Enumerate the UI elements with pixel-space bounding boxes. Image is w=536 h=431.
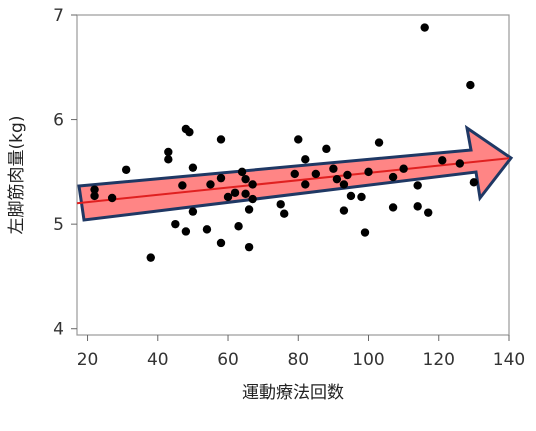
data-point [455, 159, 465, 168]
data-point [248, 194, 257, 204]
data-point [294, 135, 303, 144]
data-point [339, 180, 349, 189]
data-point [216, 135, 226, 144]
data-point [237, 167, 247, 177]
x-axis-title: 運動療法回数 [242, 383, 344, 403]
data-point [343, 170, 352, 180]
data-point [420, 23, 429, 32]
x-tick-label: 100 [352, 350, 384, 370]
data-point [90, 191, 99, 201]
y-tick-label: 6 [53, 111, 64, 131]
data-point [332, 174, 342, 184]
data-point [164, 155, 173, 164]
data-point [206, 180, 215, 189]
data-point [388, 172, 398, 182]
data-point [216, 238, 226, 248]
y-tick-label: 5 [53, 215, 64, 235]
data-point [438, 156, 447, 165]
data-point [234, 222, 243, 231]
data-point [413, 202, 422, 211]
points-layer [90, 23, 479, 262]
data-point [424, 208, 433, 217]
data-point [185, 127, 194, 137]
data-point [346, 191, 356, 201]
data-point [178, 181, 187, 190]
data-point [466, 80, 475, 90]
data-point [301, 155, 310, 164]
data-point [248, 180, 257, 189]
data-point [241, 174, 250, 184]
data-point [311, 169, 321, 179]
data-point [364, 167, 373, 177]
data-point [188, 163, 198, 172]
data-point [290, 169, 299, 179]
data-point [329, 164, 338, 173]
data-point [244, 242, 254, 252]
x-tick-label: 60 [217, 350, 239, 370]
data-point [301, 180, 310, 189]
data-point [357, 192, 366, 202]
x-axis: 20 40 60 80 100 120 140 [77, 335, 525, 370]
y-tick-label: 7 [53, 6, 64, 26]
y-axis: 4 5 6 7 [53, 6, 77, 340]
data-point [216, 173, 226, 183]
data-point [107, 193, 117, 203]
x-tick-label: 40 [147, 350, 169, 370]
data-point [399, 164, 408, 173]
x-tick-label: 80 [287, 350, 309, 370]
fit-line [76, 157, 510, 205]
data-point [223, 192, 233, 202]
data-point [322, 144, 331, 154]
data-point [241, 189, 250, 199]
data-point [374, 138, 384, 147]
data-point [360, 228, 370, 237]
data-point [339, 206, 349, 215]
data-point [388, 203, 398, 212]
data-point [181, 227, 191, 236]
fit-line-layer [76, 157, 510, 205]
y-axis-title: 左脚筋肉量(kg) [7, 116, 27, 235]
x-tick-label: 120 [423, 350, 455, 370]
data-point [188, 207, 198, 216]
data-point [413, 181, 422, 190]
data-point [280, 209, 289, 218]
x-tick-label: 140 [493, 350, 525, 370]
data-point [146, 253, 155, 262]
data-point [121, 165, 131, 174]
data-point [90, 185, 99, 194]
data-point [469, 178, 479, 187]
x-tick-label: 20 [77, 350, 99, 370]
data-point [171, 219, 180, 229]
y-tick-label: 4 [53, 320, 64, 340]
data-point [230, 188, 240, 197]
data-point [276, 200, 285, 209]
data-point [202, 225, 212, 234]
data-point [244, 205, 254, 214]
data-point [164, 147, 173, 157]
